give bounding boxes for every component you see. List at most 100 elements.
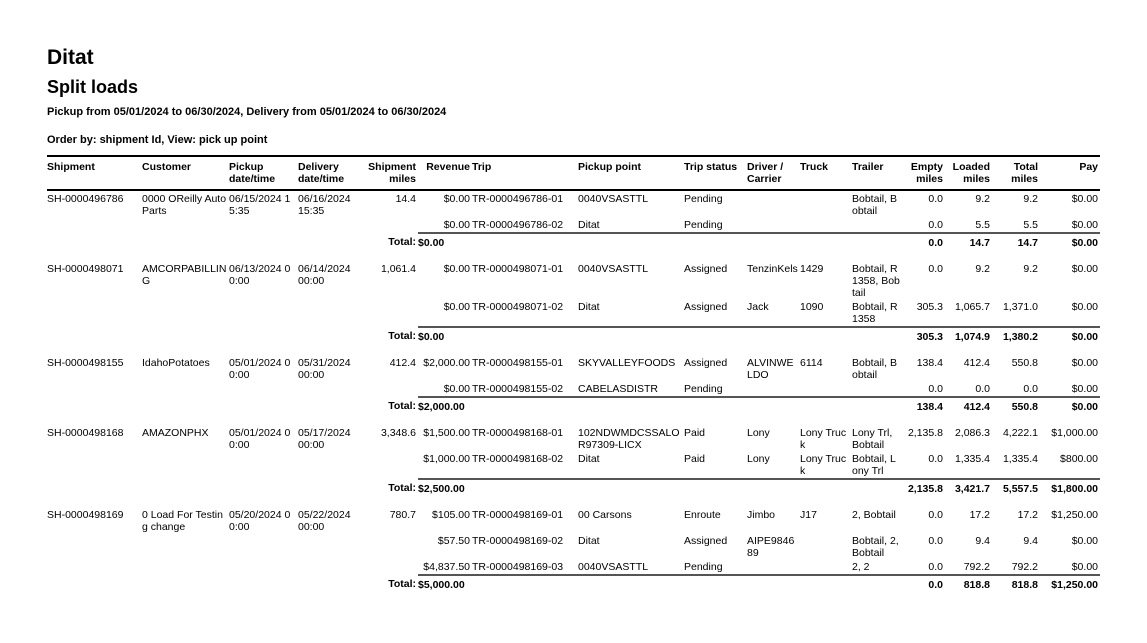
empty-cell bbox=[472, 232, 578, 251]
trip-id: TR-0000498169-01 bbox=[472, 509, 564, 521]
total-loaded-miles: 14.7 bbox=[945, 232, 992, 251]
empty-cell bbox=[142, 327, 229, 345]
delivery-datetime: 05/31/2024 00:00 bbox=[298, 357, 351, 381]
trip-status: Pending bbox=[684, 219, 723, 231]
empty-cell bbox=[578, 478, 684, 497]
column-header[interactable]: Trip status bbox=[684, 155, 747, 191]
empty-cell bbox=[578, 574, 684, 593]
empty-cell bbox=[298, 300, 360, 327]
empty-cell bbox=[747, 478, 800, 497]
total-empty-miles: 0.0 bbox=[903, 232, 945, 251]
column-header[interactable]: Trailer bbox=[852, 155, 903, 191]
empty-miles: 0.0 bbox=[928, 193, 943, 205]
column-header[interactable]: Loaded miles bbox=[945, 155, 992, 191]
empty-cell bbox=[578, 232, 684, 251]
empty-cell bbox=[229, 300, 298, 327]
trip-row[interactable]: SH-0000498168 AMAZONPHX 05/01/2024 00:00 05… bbox=[47, 425, 1100, 452]
pay: $0.00 bbox=[1071, 263, 1098, 275]
total-pay: $1,800.00 bbox=[1040, 478, 1100, 497]
empty-cell bbox=[142, 479, 229, 497]
empty-cell bbox=[47, 327, 142, 345]
column-header[interactable]: Shipment miles bbox=[360, 155, 418, 191]
trip-id: TR-0000496786-01 bbox=[472, 193, 564, 205]
total-row: Total: $2,000.00 138.4 412.4 550.8 $0.00 bbox=[47, 396, 1100, 415]
total-total-miles: 1,380.2 bbox=[992, 326, 1040, 345]
pickup-point: SKYVALLEYFOODS bbox=[578, 357, 676, 369]
empty-cell bbox=[229, 534, 298, 560]
column-header[interactable]: Customer bbox=[142, 155, 229, 191]
column-header[interactable]: Trip bbox=[472, 155, 578, 191]
pickup-point: Ditat bbox=[578, 301, 600, 313]
trailer: Bobtail, Bobtail bbox=[852, 193, 897, 217]
loaded-miles: 1,065.7 bbox=[954, 301, 990, 313]
empty-cell bbox=[47, 397, 142, 415]
customer: AMCORPABILLING bbox=[142, 263, 227, 287]
truck: 1090 bbox=[800, 301, 824, 313]
pickup-point: Ditat bbox=[578, 219, 600, 231]
total-label: Total: bbox=[388, 330, 416, 342]
trip-row[interactable]: $1,000.00 TR-0000498168-02 Ditat Paid Lony Lo… bbox=[47, 452, 1100, 479]
truck: J17 bbox=[800, 509, 817, 521]
trip-row[interactable]: $57.50 TR-0000498169-02 Ditat Assigned AIPE9… bbox=[47, 534, 1100, 560]
trip-row[interactable]: SH-0000498155 IdahoPotatoes 05/01/2024 00:… bbox=[47, 355, 1100, 382]
trip-row[interactable]: $0.00 TR-0000498071-02 Ditat Assigned Jack 10… bbox=[47, 300, 1100, 327]
driver bbox=[747, 190, 800, 218]
empty-miles: 2,135.8 bbox=[907, 427, 943, 439]
trip-status: Pending bbox=[684, 193, 723, 205]
trip-row[interactable]: $0.00 TR-0000498155-02 CABELASDISTR Pending… bbox=[47, 382, 1100, 397]
column-header[interactable]: Truck bbox=[800, 155, 852, 191]
trip-id: TR-0000498155-02 bbox=[472, 383, 564, 395]
revenue: $0.00 bbox=[443, 263, 470, 275]
total-total-miles: 5,557.5 bbox=[992, 478, 1040, 497]
spacer-cell bbox=[47, 251, 1100, 261]
loaded-miles: 9.2 bbox=[975, 193, 990, 205]
shipment-miles: 14.4 bbox=[395, 193, 416, 205]
column-header[interactable]: Total miles bbox=[992, 155, 1040, 191]
column-header[interactable]: Shipment bbox=[47, 155, 142, 191]
pickup-datetime: 06/13/2024 00:00 bbox=[229, 263, 291, 287]
trip-row[interactable]: $0.00 TR-0000496786-02 Ditat Pending 0.0 5.5 5… bbox=[47, 218, 1100, 233]
empty-cell bbox=[47, 452, 142, 479]
empty-cell bbox=[852, 232, 903, 251]
pay: $1,250.00 bbox=[1051, 509, 1098, 521]
total-loaded-miles: 3,421.7 bbox=[945, 478, 992, 497]
trip-id: TR-0000496786-02 bbox=[472, 219, 564, 231]
trip-row[interactable]: SH-0000498071 AMCORPABILLING 06/13/2024 00… bbox=[47, 261, 1100, 300]
column-header[interactable]: Pickup date/time bbox=[229, 155, 298, 191]
trip-id: TR-0000498071-02 bbox=[472, 301, 564, 313]
column-header[interactable]: Delivery date/time bbox=[298, 155, 360, 191]
column-header[interactable]: Pickup point bbox=[578, 155, 684, 191]
column-header[interactable]: Pay bbox=[1040, 155, 1100, 191]
column-header[interactable]: Empty miles bbox=[903, 155, 945, 191]
empty-cell bbox=[229, 382, 298, 397]
empty-cell bbox=[298, 479, 360, 497]
revenue: $0.00 bbox=[443, 219, 470, 231]
truck: Lony Truck bbox=[800, 453, 847, 477]
trailer: Bobtail, R1358, Bobtail bbox=[852, 263, 900, 299]
driver bbox=[747, 382, 800, 397]
trip-status: Assigned bbox=[684, 301, 728, 313]
total-miles: 17.2 bbox=[1017, 509, 1038, 521]
total-empty-miles: 0.0 bbox=[903, 574, 945, 593]
column-header[interactable]: Revenue bbox=[418, 155, 472, 191]
shipment-id: SH-0000498155 bbox=[47, 357, 124, 369]
trip-row[interactable]: SH-0000498169 0 Load For Testing change 05… bbox=[47, 507, 1100, 534]
driver: TenzinKels bbox=[747, 263, 798, 275]
revenue: $2,000.00 bbox=[423, 357, 470, 369]
total-label: Total: bbox=[388, 578, 416, 590]
total-revenue: $5,000.00 bbox=[418, 574, 472, 593]
empty-cell bbox=[142, 575, 229, 593]
pay: $0.00 bbox=[1071, 561, 1098, 573]
total-pay: $0.00 bbox=[1040, 232, 1100, 251]
empty-cell bbox=[229, 233, 298, 251]
column-header[interactable]: Driver / Carrier bbox=[747, 155, 800, 191]
trip-row[interactable]: $4,837.50 TR-0000498169-03 0040VSASTTL Pend… bbox=[47, 560, 1100, 575]
empty-cell bbox=[298, 233, 360, 251]
empty-cell bbox=[360, 560, 418, 575]
total-revenue: $2,000.00 bbox=[418, 396, 472, 415]
revenue: $57.50 bbox=[437, 535, 470, 547]
empty-cell bbox=[747, 326, 800, 345]
total-row: Total: $0.00 305.3 1,074.9 1,380.2 $0.00 bbox=[47, 326, 1100, 345]
trip-row[interactable]: SH-0000496786 0000 OReilly Auto Parts 06/1… bbox=[47, 190, 1100, 218]
total-miles: 9.2 bbox=[1023, 193, 1038, 205]
